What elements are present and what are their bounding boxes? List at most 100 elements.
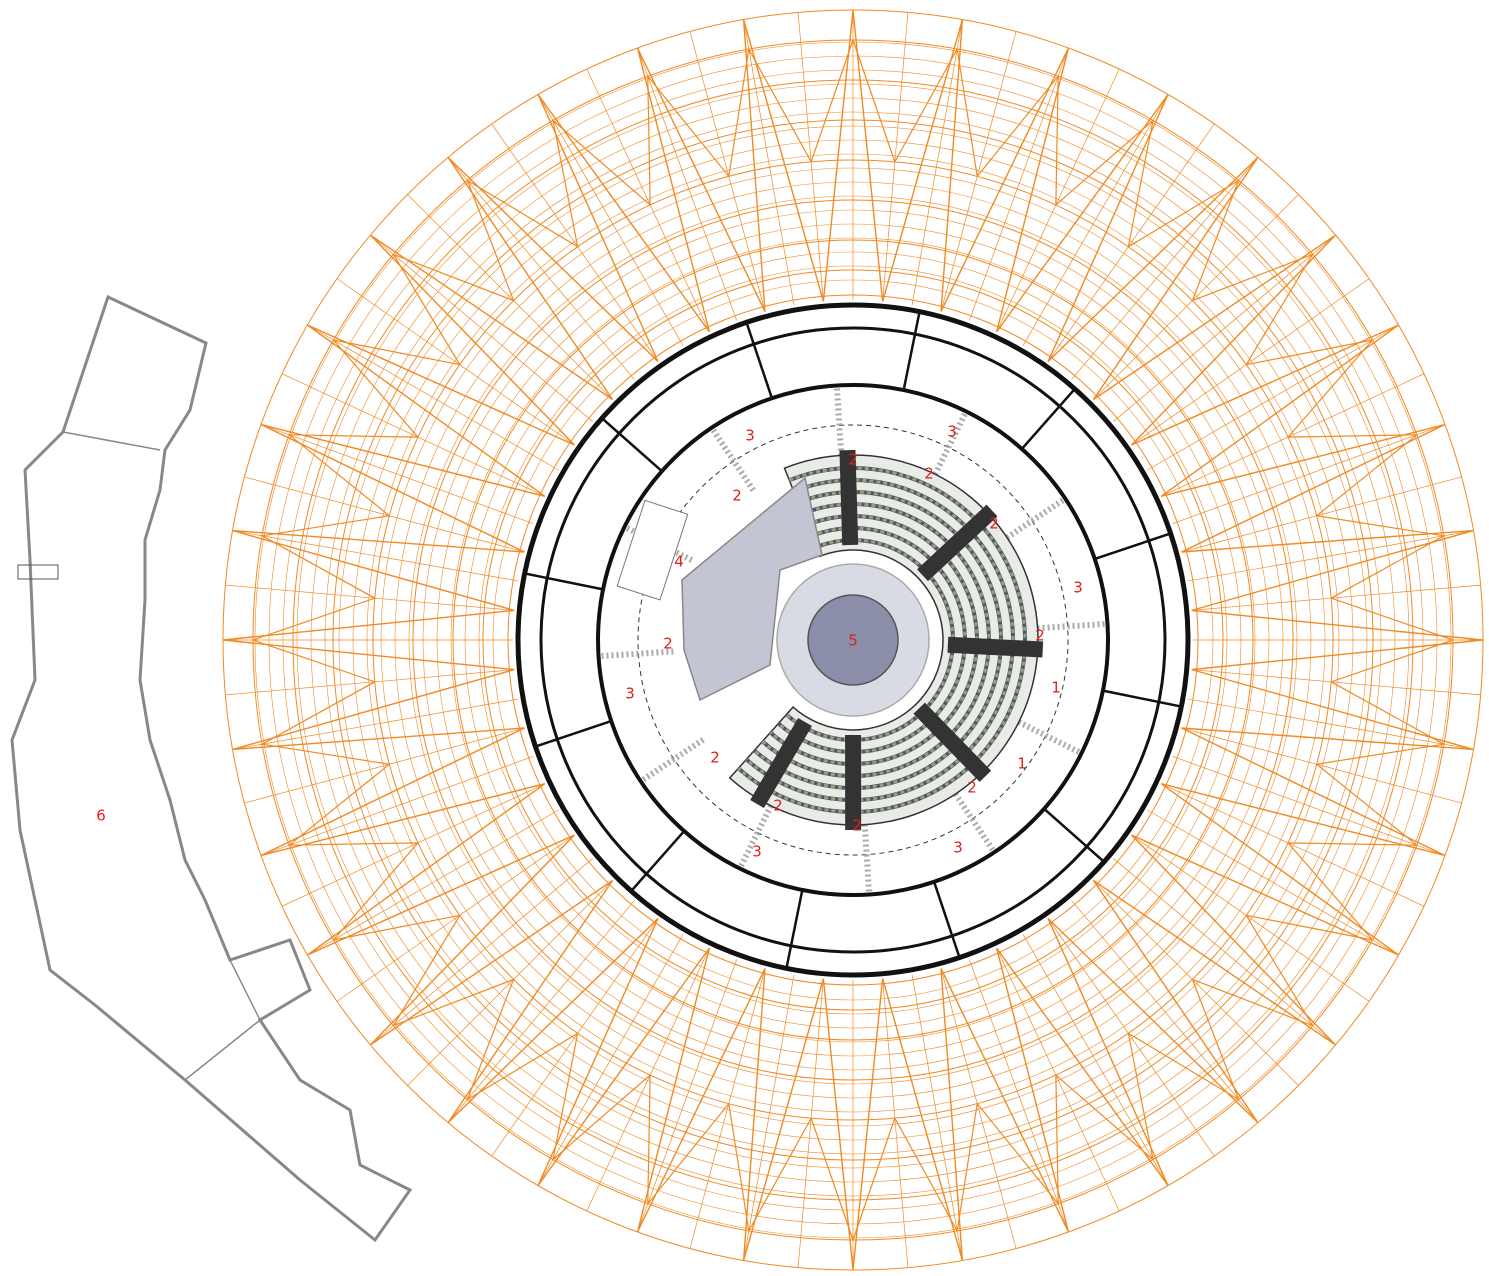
truss-diagonal bbox=[1127, 120, 1239, 249]
area-label: 2 bbox=[773, 797, 783, 815]
truss-diagonal bbox=[333, 914, 462, 1026]
partition-wall bbox=[1102, 689, 1182, 708]
seat-row bbox=[745, 478, 1015, 802]
truss-radial bbox=[232, 698, 519, 750]
truss-diagonal bbox=[467, 1031, 579, 1160]
truss-diagonal bbox=[1181, 668, 1474, 751]
truss-radial bbox=[1113, 858, 1336, 1046]
truss-diagonal bbox=[1093, 234, 1337, 446]
seat-row bbox=[761, 502, 991, 778]
truss-radial bbox=[1022, 934, 1169, 1186]
partition-wall bbox=[902, 311, 921, 391]
area-label: 2 bbox=[924, 465, 934, 483]
truss-radial bbox=[1172, 424, 1446, 525]
truss-radial bbox=[1093, 194, 1299, 400]
truss-radial bbox=[689, 31, 766, 312]
truss-diagonal bbox=[1160, 727, 1446, 857]
truss-radial bbox=[911, 974, 963, 1261]
truss-diagonal bbox=[636, 47, 766, 333]
partition-wall bbox=[534, 719, 612, 748]
truss-radial bbox=[1172, 755, 1446, 856]
truss-radial bbox=[940, 968, 1017, 1249]
annex-stair bbox=[17, 564, 59, 580]
truss-radial bbox=[407, 880, 613, 1086]
truss-diagonal bbox=[447, 880, 659, 1124]
truss-radial bbox=[1071, 157, 1259, 380]
truss-radial bbox=[689, 968, 766, 1249]
truss-diagonal bbox=[1286, 842, 1417, 941]
truss-diagonal bbox=[996, 918, 1169, 1187]
truss-diagonal bbox=[940, 47, 1070, 333]
truss-diagonal bbox=[742, 19, 825, 312]
truss-radial bbox=[1022, 94, 1169, 346]
truss-diagonal bbox=[852, 39, 958, 164]
truss-diagonal bbox=[1244, 914, 1373, 1026]
truss-diagonal bbox=[1191, 609, 1484, 671]
truss-diagonal bbox=[447, 156, 659, 400]
truss-radial bbox=[1187, 698, 1474, 750]
truss-diagonal bbox=[1244, 254, 1373, 366]
truss-diagonal bbox=[537, 93, 710, 362]
truss-diagonal bbox=[262, 434, 391, 537]
truss-diagonal bbox=[748, 39, 854, 164]
aisle bbox=[947, 636, 1044, 658]
truss-radial bbox=[537, 934, 684, 1186]
truss-radial bbox=[1160, 783, 1425, 907]
partition-wall bbox=[932, 881, 961, 959]
truss-radial bbox=[1131, 278, 1370, 446]
truss-diagonal bbox=[306, 783, 575, 956]
truss-diagonal bbox=[1047, 880, 1259, 1124]
area-label: 2 bbox=[1035, 627, 1045, 645]
partition-wall bbox=[785, 889, 804, 969]
area-label: 3 bbox=[947, 423, 957, 441]
truss-diagonal bbox=[260, 423, 546, 553]
truss-diagonal bbox=[552, 1073, 651, 1204]
truss-radial bbox=[637, 47, 738, 321]
truss-radial bbox=[225, 669, 515, 696]
truss-diagonal bbox=[262, 743, 391, 846]
truss-radial bbox=[1071, 900, 1259, 1123]
truss-diagonal bbox=[956, 1102, 1059, 1231]
labels: 3 3 3 3 3 3 2 2 2 2 2 2 2 2 2 2 1 1 4 5 6 bbox=[96, 423, 1083, 861]
truss-radial bbox=[1113, 234, 1336, 422]
truss-radial bbox=[996, 68, 1120, 333]
truss-diagonal bbox=[1127, 1031, 1239, 1160]
area-label: 2 bbox=[732, 487, 742, 505]
truss-radial bbox=[260, 755, 534, 856]
truss-radial bbox=[1131, 834, 1370, 1002]
truss-diagonal bbox=[252, 639, 377, 745]
truss-radial bbox=[1147, 324, 1399, 471]
truss-diagonal bbox=[636, 947, 766, 1233]
truss-diagonal bbox=[996, 93, 1169, 362]
truss-radial bbox=[225, 584, 515, 611]
truss-diagonal bbox=[822, 9, 884, 302]
area-label: 1 bbox=[1051, 679, 1061, 697]
truss-diagonal bbox=[1191, 978, 1313, 1100]
truss-radial bbox=[743, 974, 795, 1261]
area-label: 6 bbox=[96, 807, 106, 825]
truss-radial bbox=[447, 900, 635, 1123]
truss-radial bbox=[637, 959, 738, 1233]
truss-radial bbox=[1047, 123, 1215, 362]
center-stage bbox=[807, 594, 899, 686]
truss-radial bbox=[797, 978, 824, 1268]
area-label: 3 bbox=[1073, 579, 1083, 597]
truss-radial bbox=[1160, 373, 1425, 497]
annex-partition bbox=[62, 431, 161, 451]
truss-diagonal bbox=[1055, 76, 1154, 207]
annex-building bbox=[10, 294, 413, 1243]
truss-radial bbox=[1191, 584, 1481, 611]
truss-diagonal bbox=[1315, 434, 1444, 537]
truss-diagonal bbox=[881, 19, 964, 312]
truss-radial bbox=[447, 157, 635, 380]
truss-radial bbox=[1181, 476, 1462, 553]
truss-diagonal bbox=[1160, 423, 1446, 553]
truss-diagonal bbox=[940, 947, 1070, 1233]
truss-radial bbox=[491, 918, 659, 1157]
truss-diagonal bbox=[369, 234, 613, 446]
partition-wall bbox=[630, 830, 686, 892]
truss-diagonal bbox=[956, 49, 1059, 178]
truss-diagonal bbox=[1181, 529, 1474, 612]
aisle bbox=[913, 702, 992, 782]
